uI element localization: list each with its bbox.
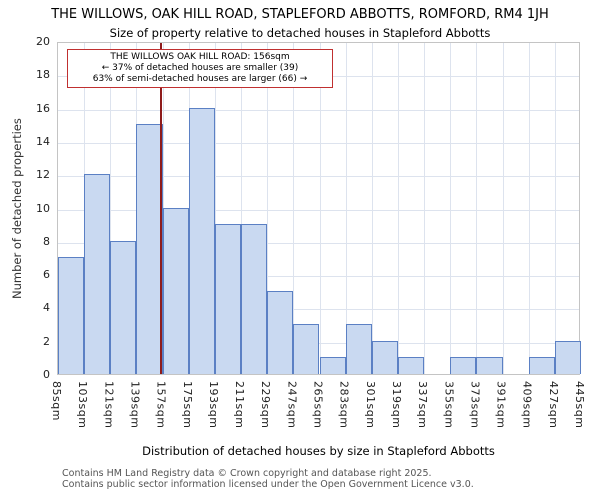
histogram-bar <box>136 124 163 374</box>
attribution-footer: Contains HM Land Registry data © Crown c… <box>62 468 474 490</box>
histogram-bar <box>554 340 581 374</box>
y-tick-label: 18 <box>36 68 50 82</box>
x-tick-label: 409sqm <box>520 381 534 429</box>
x-gridline <box>241 43 243 374</box>
x-axis-label: Distribution of detached houses by size … <box>142 444 495 458</box>
plot-area: THE WILLOWS OAK HILL ROAD: 156sqm ← 37% … <box>57 42 581 375</box>
histogram-bar <box>241 224 268 374</box>
y-tick-label: 14 <box>36 134 50 148</box>
histogram-bar <box>58 257 85 374</box>
y-gridline <box>58 309 579 311</box>
histogram-bar <box>345 324 372 374</box>
x-tick-label: 445sqm <box>573 381 586 429</box>
x-tick-label: 247sqm <box>285 381 299 429</box>
histogram-bar <box>110 240 137 374</box>
y-gridline <box>58 109 579 111</box>
x-gridline <box>450 43 452 374</box>
x-tick-label: 211sqm <box>233 381 247 429</box>
x-gridline <box>214 43 216 374</box>
x-tick-label: 319sqm <box>389 381 403 429</box>
x-tick-label: 391sqm <box>494 381 508 429</box>
x-tick-label: 193sqm <box>206 381 220 429</box>
histogram-bar <box>319 357 346 374</box>
y-gridline <box>58 209 579 211</box>
x-gridline <box>293 43 295 374</box>
x-gridline <box>528 43 530 374</box>
histogram-bar <box>214 224 242 374</box>
property-marker-line <box>160 43 163 374</box>
y-tick-label: 16 <box>36 101 50 115</box>
property-annotation-box: THE WILLOWS OAK HILL ROAD: 156sqm ← 37% … <box>67 49 333 88</box>
x-gridline <box>110 43 112 374</box>
footer-line-2: Contains public sector information licen… <box>62 479 474 490</box>
x-tick-label: 175sqm <box>180 381 194 429</box>
x-gridline <box>424 43 426 374</box>
histogram-bar <box>188 107 215 374</box>
y-tick-label: 10 <box>36 201 50 215</box>
chart-title: THE WILLOWS, OAK HILL ROAD, STAPLEFORD A… <box>51 7 549 22</box>
x-gridline <box>319 43 321 374</box>
x-gridline <box>476 43 478 374</box>
x-tick-label: 139sqm <box>128 381 142 429</box>
y-tick-label: 2 <box>43 334 50 348</box>
y-gridline <box>58 242 579 244</box>
annotation-line-2: ← 37% of detached houses are smaller (39… <box>101 63 299 73</box>
x-tick-label: 373sqm <box>468 381 482 429</box>
x-tick-label: 337sqm <box>416 381 430 429</box>
x-tick-label: 301sqm <box>363 381 377 429</box>
x-gridline <box>397 43 399 374</box>
x-tick-label: 355sqm <box>442 381 456 429</box>
histogram-bar <box>293 324 320 374</box>
x-gridline <box>371 43 373 374</box>
x-tick-label: 265sqm <box>311 381 325 429</box>
y-gridline <box>58 276 579 278</box>
y-tick-label: 20 <box>36 35 50 48</box>
x-tick-label: 229sqm <box>259 381 273 429</box>
x-tick-label: 283sqm <box>337 381 351 429</box>
annotation-line-3: 63% of semi-detached houses are larger (… <box>92 74 308 84</box>
footer-line-1: Contains HM Land Registry data © Crown c… <box>62 468 432 479</box>
x-tick-label: 121sqm <box>102 381 116 429</box>
x-gridline <box>554 43 556 374</box>
histogram-bar <box>162 207 189 374</box>
histogram-bar <box>267 290 294 374</box>
x-gridline <box>502 43 504 374</box>
y-gridline <box>58 176 579 178</box>
histogram-bar <box>397 357 425 374</box>
histogram-bar <box>528 357 555 374</box>
y-tick-label: 12 <box>36 168 50 182</box>
y-tick-label: 0 <box>43 368 50 381</box>
x-gridline <box>267 43 269 374</box>
annotation-line-1: THE WILLOWS OAK HILL ROAD: 156sqm <box>110 52 290 62</box>
y-gridline <box>58 142 579 144</box>
x-tick-label: 103sqm <box>76 381 90 429</box>
histogram-bar <box>476 357 503 374</box>
histogram-bar <box>84 174 111 374</box>
y-tick-label: 6 <box>43 268 50 282</box>
x-tick-label: 85sqm <box>50 381 63 421</box>
histogram-bar <box>450 357 477 374</box>
y-tick-label: 8 <box>43 234 50 248</box>
histogram-bar <box>371 340 398 374</box>
x-tick-label: 427sqm <box>546 381 560 429</box>
chart-subtitle: Size of property relative to detached ho… <box>109 26 491 40</box>
x-gridline <box>345 43 347 374</box>
y-tick-label: 4 <box>43 301 50 315</box>
x-tick-label: 157sqm <box>154 381 168 429</box>
